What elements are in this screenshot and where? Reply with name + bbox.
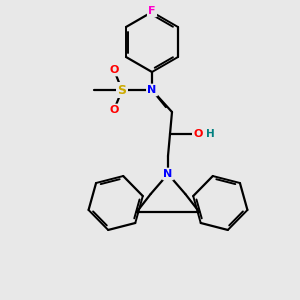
Text: N: N	[147, 85, 157, 95]
Text: O: O	[109, 65, 119, 75]
Text: N: N	[164, 169, 172, 179]
Text: O: O	[193, 129, 203, 139]
Text: S: S	[118, 83, 127, 97]
Text: F: F	[148, 6, 156, 16]
Text: O: O	[109, 105, 119, 115]
Text: H: H	[206, 129, 214, 139]
